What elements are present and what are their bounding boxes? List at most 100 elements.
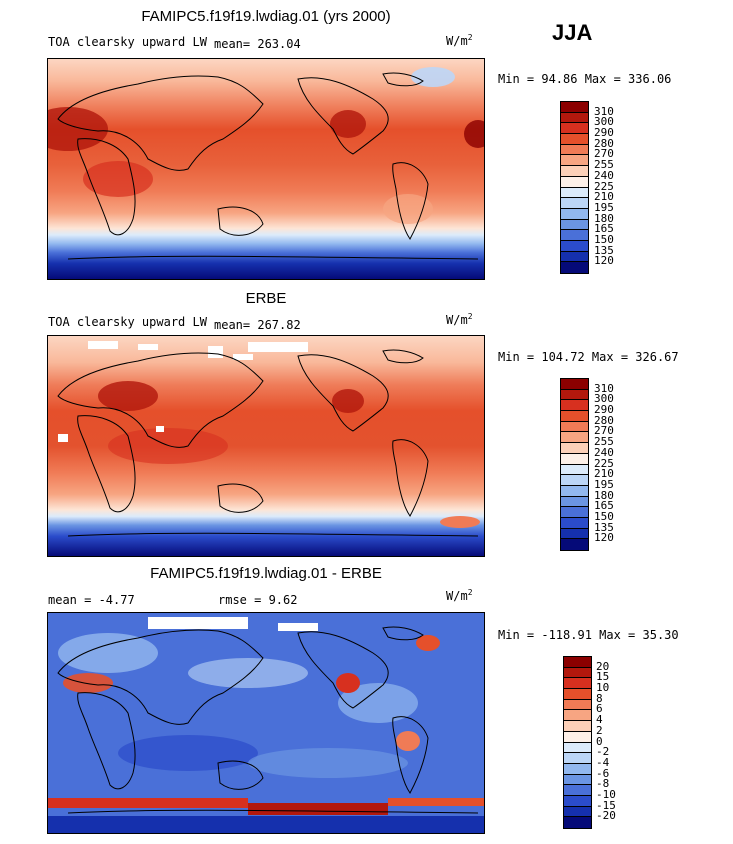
panel1-variable: TOA clearsky upward LW xyxy=(48,35,207,49)
colorbar-swatch xyxy=(561,453,588,465)
colorbar-swatch xyxy=(564,667,591,679)
colorbar-tick-label: 135 xyxy=(594,520,614,534)
colorbar-swatch xyxy=(564,678,591,690)
colorbar-tick-label: 240 xyxy=(594,445,614,459)
colorbar-tick-label: 300 xyxy=(594,392,614,406)
colorbar-swatch xyxy=(561,219,588,231)
panel3-mean: mean = -4.77 xyxy=(48,593,135,607)
colorbar-swatch xyxy=(561,262,588,273)
colorbar-tick-label: 290 xyxy=(594,403,614,417)
colorbar-swatch xyxy=(564,742,591,754)
colorbar-tick-label: 135 xyxy=(594,243,614,257)
colorbar-tick-label: 6 xyxy=(596,702,603,716)
colorbar-swatch xyxy=(561,539,588,550)
panel1-map xyxy=(47,58,485,280)
colorbar-swatch xyxy=(561,485,588,497)
colorbar-swatch xyxy=(564,699,591,711)
colorbar-tick-label: 15 xyxy=(596,670,610,684)
colorbar-tick-label: 195 xyxy=(594,477,614,491)
panel1-minmax: Min = 94.86 Max = 336.06 xyxy=(498,72,672,86)
colorbar-tick-label: 255 xyxy=(594,158,614,172)
panel3-units: W/m2 xyxy=(446,588,473,603)
colorbar-swatch xyxy=(561,112,588,124)
colorbar-tick-label: 165 xyxy=(594,499,614,513)
colorbar-swatch xyxy=(561,507,588,518)
colorbar-swatch xyxy=(561,198,588,209)
colorbar-swatch xyxy=(561,166,588,177)
colorbar-tick-label: 195 xyxy=(594,200,614,214)
colorbar-tick-label: 310 xyxy=(594,381,614,395)
colorbar-tick-label: 150 xyxy=(594,509,614,523)
colorbar-swatch xyxy=(561,464,588,476)
colorbar-swatch xyxy=(561,528,588,540)
colorbar-swatch xyxy=(564,806,591,818)
colorbar-tick-label: 270 xyxy=(594,147,614,161)
colorbar-swatch xyxy=(561,187,588,199)
colorbar-tick-label: 225 xyxy=(594,456,614,470)
colorbar-swatch xyxy=(561,230,588,241)
colorbar-swatch xyxy=(564,763,591,775)
colorbar-swatch xyxy=(561,102,588,113)
colorbar-tick-label: 240 xyxy=(594,168,614,182)
colorbar-swatch xyxy=(561,475,588,486)
colorbar-tick-label: 210 xyxy=(594,190,614,204)
colorbar-swatch xyxy=(561,496,588,508)
colorbar-tick-label: 120 xyxy=(594,531,614,545)
colorbar-tick-label: -4 xyxy=(596,755,610,769)
colorbar-swatch xyxy=(561,208,588,220)
colorbar-swatch xyxy=(561,176,588,188)
colorbar-tick-label: 310 xyxy=(594,104,614,118)
colorbar-tick-label: 4 xyxy=(596,713,603,727)
colorbar-tick-label: 300 xyxy=(594,115,614,129)
panel1-title: FAMIPC5.f19f19.lwdiag.01 (yrs 2000) xyxy=(141,8,391,25)
colorbar-tick-label: 20 xyxy=(596,659,610,673)
panel1-mean: mean= 263.04 xyxy=(214,37,301,51)
panel3-rmse: rmse = 9.62 xyxy=(218,593,298,607)
colorbar-tick-label: -6 xyxy=(596,766,610,780)
colorbar-tick-label: 180 xyxy=(594,488,614,502)
colorbar-tick-label: 120 xyxy=(594,254,614,268)
colorbar-swatch xyxy=(564,657,591,668)
colorbar-tick-label: -15 xyxy=(596,798,616,812)
panel1-units: W/m2 xyxy=(446,33,473,48)
colorbar-swatch xyxy=(564,785,591,796)
panel2-mean: mean= 267.82 xyxy=(214,318,301,332)
colorbar-tick-label: 0 xyxy=(596,734,603,748)
colorbar-swatch xyxy=(561,443,588,454)
colorbar-tick-label: -8 xyxy=(596,777,610,791)
colorbar-tick-label: -2 xyxy=(596,745,610,759)
colorbar-tick-label: 270 xyxy=(594,424,614,438)
panel2-colorbar-labels: 310 300 290 280 270 255 240 225 210 195 180 165 150 1… xyxy=(594,378,634,549)
colorbar-tick-label: 165 xyxy=(594,222,614,236)
colorbar-tick-label: 2 xyxy=(596,723,603,737)
colorbar-swatch xyxy=(561,421,588,433)
colorbar-swatch xyxy=(564,753,591,764)
colorbar-tick-label: -10 xyxy=(596,787,616,801)
colorbar-tick-label: 255 xyxy=(594,435,614,449)
panel2-map xyxy=(47,335,485,557)
colorbar-swatch xyxy=(561,517,588,529)
colorbar-swatch xyxy=(561,379,588,390)
panel1-colorbar-labels: 310 300 290 280 270 255 240 225 210 195 180 165 150 1… xyxy=(594,101,634,272)
colorbar-swatch xyxy=(564,817,591,828)
colorbar-tick-label: 210 xyxy=(594,467,614,481)
panel2-minmax: Min = 104.72 Max = 326.67 xyxy=(498,350,679,364)
colorbar-tick-label: 180 xyxy=(594,211,614,225)
panel2-title: ERBE xyxy=(245,290,287,307)
colorbar-tick-label: 8 xyxy=(596,691,603,705)
colorbar-tick-label: 290 xyxy=(594,126,614,140)
colorbar-swatch xyxy=(561,432,588,444)
panel2-colorbar xyxy=(560,378,589,551)
season-label: JJA xyxy=(552,20,593,45)
panel3-map xyxy=(47,612,485,834)
panel3-minmax: Min = -118.91 Max = 35.30 xyxy=(498,628,679,642)
colorbar-tick-label: 280 xyxy=(594,136,614,150)
colorbar-swatch xyxy=(561,123,588,135)
colorbar-swatch xyxy=(561,240,588,252)
colorbar-swatch xyxy=(564,710,591,722)
colorbar-swatch xyxy=(561,400,588,412)
colorbar-swatch xyxy=(564,721,591,732)
colorbar-swatch xyxy=(564,731,591,743)
panel3-colorbar-labels: 20 15 10 8 6 4 2 0 -2 -4 -6 -8 -10 -15 -20 xyxy=(596,656,636,827)
colorbar-swatch xyxy=(561,144,588,156)
